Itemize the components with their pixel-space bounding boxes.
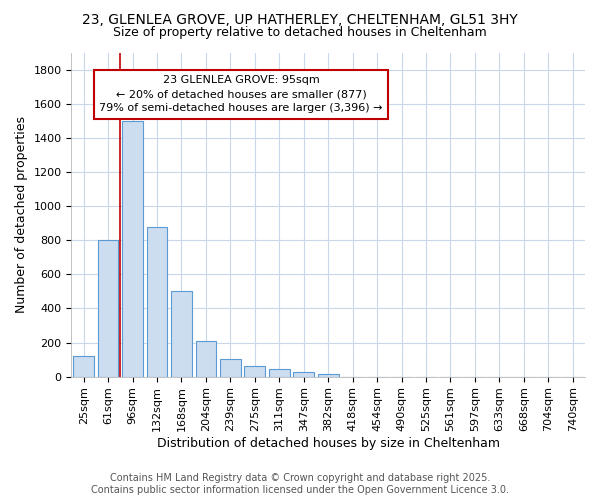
X-axis label: Distribution of detached houses by size in Cheltenham: Distribution of detached houses by size … bbox=[157, 437, 500, 450]
Text: Size of property relative to detached houses in Cheltenham: Size of property relative to detached ho… bbox=[113, 26, 487, 39]
Bar bbox=[171, 292, 192, 376]
Bar bbox=[73, 356, 94, 376]
Bar bbox=[293, 372, 314, 376]
Bar bbox=[269, 369, 290, 376]
Text: 23 GLENLEA GROVE: 95sqm
← 20% of detached houses are smaller (877)
79% of semi-d: 23 GLENLEA GROVE: 95sqm ← 20% of detache… bbox=[99, 75, 383, 113]
Y-axis label: Number of detached properties: Number of detached properties bbox=[15, 116, 28, 313]
Text: 23, GLENLEA GROVE, UP HATHERLEY, CHELTENHAM, GL51 3HY: 23, GLENLEA GROVE, UP HATHERLEY, CHELTEN… bbox=[82, 12, 518, 26]
Bar bbox=[318, 374, 338, 376]
Bar bbox=[146, 226, 167, 376]
Bar bbox=[98, 240, 118, 376]
Text: Contains HM Land Registry data © Crown copyright and database right 2025.
Contai: Contains HM Land Registry data © Crown c… bbox=[91, 474, 509, 495]
Bar bbox=[220, 359, 241, 376]
Bar bbox=[244, 366, 265, 376]
Bar bbox=[196, 341, 217, 376]
Bar bbox=[122, 121, 143, 376]
